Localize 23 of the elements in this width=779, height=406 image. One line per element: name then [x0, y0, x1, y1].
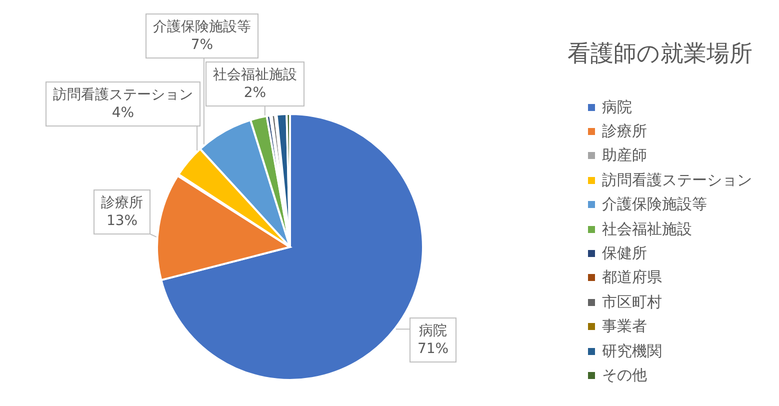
legend-label: その他	[602, 366, 647, 385]
slice-label: 介護保険施設等	[153, 19, 251, 35]
data-label: 4%	[112, 105, 134, 121]
legend-label: 事業者	[602, 317, 647, 336]
slice-label: 病院	[419, 323, 447, 339]
legend-label: 社会福祉施設	[602, 220, 692, 239]
legend-label: 市区町村	[602, 292, 662, 312]
legend-label: 研究機関	[602, 342, 662, 361]
slice-label: 社会福祉施設	[213, 67, 297, 83]
data-label: 13%	[106, 213, 138, 229]
slice-label: 訪問看護ステーション	[53, 87, 193, 103]
text: 看護師の就業場所	[568, 41, 752, 67]
legend-label: 訪問看護ステーション	[602, 170, 752, 190]
data-label: 2%	[244, 85, 266, 101]
slice-label: 診療所	[101, 195, 143, 211]
legend-label: 都道府県	[602, 268, 662, 288]
legend-label: 保健所	[602, 244, 647, 264]
legend-label: 助産師	[602, 146, 647, 166]
legend-label: 診療所	[602, 122, 647, 142]
data-label: 7%	[190, 37, 214, 53]
legend-label: 介護保険施設等	[602, 195, 707, 214]
data-label: 71%	[417, 341, 449, 357]
legend-label: 病院	[602, 98, 632, 117]
